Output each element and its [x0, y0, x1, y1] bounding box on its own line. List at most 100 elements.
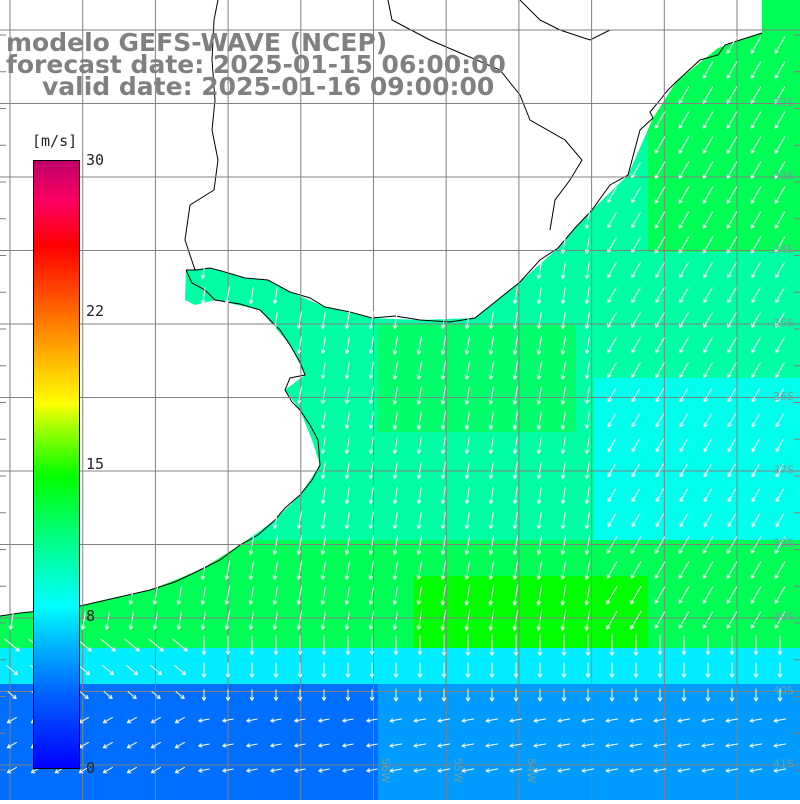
- wind-cell: [396, 522, 414, 540]
- wind-cell: [432, 576, 450, 594]
- wind-cell: [630, 234, 648, 252]
- wind-cell: [666, 108, 684, 126]
- wind-cell: [522, 414, 540, 432]
- wind-cell: [468, 486, 486, 504]
- wind-cell: [396, 792, 414, 800]
- wind-cell: [144, 612, 162, 630]
- wind-cell: [720, 126, 738, 144]
- wind-cell: [756, 324, 774, 342]
- wind-cell: [288, 630, 306, 648]
- wind-cell: [594, 450, 612, 468]
- wind-cell: [432, 486, 450, 504]
- wind-cell: [324, 360, 342, 378]
- wind-cell: [630, 630, 648, 648]
- wind-cell: [720, 666, 738, 684]
- wind-cell: [738, 288, 756, 306]
- wind-cell: [432, 432, 450, 450]
- wind-cell: [0, 702, 18, 720]
- wind-cell: [270, 630, 288, 648]
- wind-cell: [450, 360, 468, 378]
- wind-cell: [450, 522, 468, 540]
- wind-cell: [486, 720, 504, 738]
- wind-cell: [630, 702, 648, 720]
- wind-cell: [432, 522, 450, 540]
- wind-cell: [72, 792, 90, 800]
- wind-cell: [684, 504, 702, 522]
- wind-cell: [558, 396, 576, 414]
- wind-cell: [216, 666, 234, 684]
- wind-cell: [612, 234, 630, 252]
- wind-cell: [666, 594, 684, 612]
- wind-cell: [396, 612, 414, 630]
- wind-cell: [756, 36, 774, 54]
- wind-cell: [738, 666, 756, 684]
- wind-cell: [288, 522, 306, 540]
- wind-cell: [630, 666, 648, 684]
- colorbar: [33, 160, 80, 769]
- wind-cell: [468, 666, 486, 684]
- wind-cell: [270, 522, 288, 540]
- wind-cell: [288, 504, 306, 522]
- wind-cell: [378, 324, 396, 342]
- wind-cell: [306, 378, 324, 396]
- wind-cell: [612, 252, 630, 270]
- wind-cell: [666, 684, 684, 702]
- wind-cell: [396, 450, 414, 468]
- wind-cell: [702, 666, 720, 684]
- wind-cell: [756, 144, 774, 162]
- wind-cell: [612, 414, 630, 432]
- wind-cell: [468, 450, 486, 468]
- wind-cell: [450, 684, 468, 702]
- wind-cell: [738, 630, 756, 648]
- wind-cell: [666, 792, 684, 800]
- wind-cell: [792, 774, 800, 792]
- wind-cell: [594, 378, 612, 396]
- wind-cell: [792, 432, 800, 450]
- wind-cell: [486, 666, 504, 684]
- wind-cell: [756, 720, 774, 738]
- wind-cell: [684, 144, 702, 162]
- wind-cell: [180, 702, 198, 720]
- wind-cell: [612, 360, 630, 378]
- wind-cell: [774, 108, 792, 126]
- wind-cell: [198, 576, 216, 594]
- wind-cell: [288, 666, 306, 684]
- wind-cell: [738, 306, 756, 324]
- wind-cell: [252, 774, 270, 792]
- wind-cell: [522, 288, 540, 306]
- wind-cell: [774, 648, 792, 666]
- wind-cell: [342, 576, 360, 594]
- wind-cell: [378, 576, 396, 594]
- wind-cell: [360, 504, 378, 522]
- wind-cell: [450, 630, 468, 648]
- wind-cell: [234, 684, 252, 702]
- wind-cell: [306, 666, 324, 684]
- lat-label: 36S: [773, 390, 794, 403]
- wind-cell: [522, 702, 540, 720]
- wind-cell: [648, 414, 666, 432]
- wind-cell: [648, 594, 666, 612]
- wind-cell: [432, 396, 450, 414]
- wind-cell: [666, 288, 684, 306]
- wind-cell: [648, 792, 666, 800]
- wind-cell: [216, 792, 234, 800]
- wind-cell: [612, 558, 630, 576]
- wind-cell: [342, 540, 360, 558]
- wind-cell: [612, 666, 630, 684]
- wind-cell: [324, 594, 342, 612]
- wind-cell: [648, 684, 666, 702]
- wind-cell: [468, 504, 486, 522]
- wind-cell: [666, 144, 684, 162]
- wind-cell: [738, 126, 756, 144]
- wind-cell: [630, 576, 648, 594]
- wind-cell: [324, 540, 342, 558]
- wind-cell: [666, 558, 684, 576]
- wind-cell: [252, 738, 270, 756]
- wind-cell: [270, 774, 288, 792]
- wind-cell: [738, 108, 756, 126]
- wind-cell: [648, 702, 666, 720]
- wind-cell: [396, 342, 414, 360]
- wind-cell: [414, 486, 432, 504]
- wind-cell: [306, 648, 324, 666]
